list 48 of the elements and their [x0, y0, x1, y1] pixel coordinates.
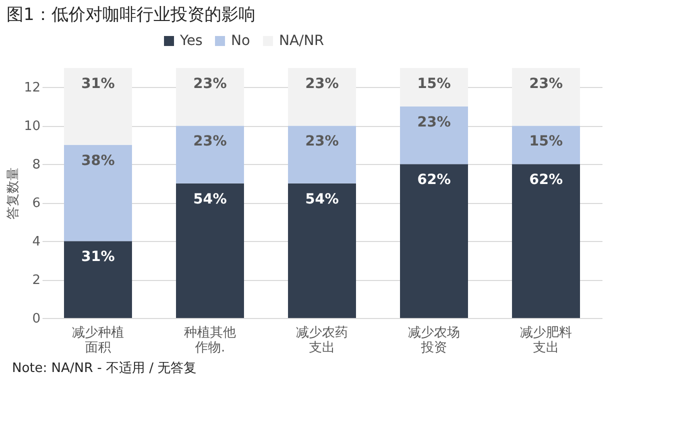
y-tick-label: 0 [32, 312, 40, 326]
bar [400, 164, 468, 318]
y-tick-label: 2 [32, 273, 40, 288]
bar [400, 106, 468, 164]
y-tick-label: 4 [32, 234, 40, 250]
x-tick-label: 减少农药支出 [296, 326, 348, 356]
text: Note: NA/NR - 不适用 / 无答复 [12, 361, 197, 376]
y-tick-label: 6 [32, 196, 40, 212]
bar [288, 126, 356, 184]
bar [400, 68, 468, 106]
legend-label: NA/NR [279, 33, 324, 49]
bar [176, 183, 244, 318]
annotation: 23% [305, 134, 339, 150]
annotation: 62% [417, 172, 451, 188]
annotation: 23% [305, 76, 339, 92]
annotation: 31% [81, 249, 115, 266]
bar [288, 183, 356, 318]
annotation: 15% [529, 134, 563, 150]
annotation: 62% [529, 172, 563, 188]
y-tick-label: 10 [24, 119, 40, 134]
x-tick-label: 种植其他作物. [184, 326, 236, 356]
legend-label: No [231, 33, 250, 49]
bar [288, 68, 356, 126]
bar [176, 68, 244, 126]
bar [64, 144, 132, 242]
annotation: 23% [417, 114, 451, 130]
annotation: 23% [193, 76, 227, 92]
chart-title: 图1：低价对咖啡行业投资的影响 [6, 5, 256, 25]
annotation: 54% [193, 191, 227, 208]
bar [512, 164, 580, 318]
legend-label: Yes [179, 33, 203, 49]
y-tick-label: 8 [32, 158, 40, 173]
bar [64, 241, 132, 318]
bar [64, 68, 132, 145]
x-tick-label: 减少肥料支出 [520, 326, 572, 356]
annotation: 31% [81, 76, 115, 92]
annotation: 38% [81, 152, 115, 169]
bar [512, 126, 580, 164]
y-tick-label: 12 [24, 80, 40, 96]
x-tick-label: 减少农场投资 [408, 326, 460, 356]
annotation: 23% [193, 134, 227, 150]
x-tick-label: 减少种植面积 [72, 326, 124, 356]
bar [176, 126, 244, 184]
annotation: 54% [305, 191, 339, 208]
y-axis-title: 答复数量 [6, 168, 21, 220]
bar [512, 68, 580, 126]
annotation: 15% [417, 76, 451, 92]
annotation: 23% [529, 76, 563, 92]
